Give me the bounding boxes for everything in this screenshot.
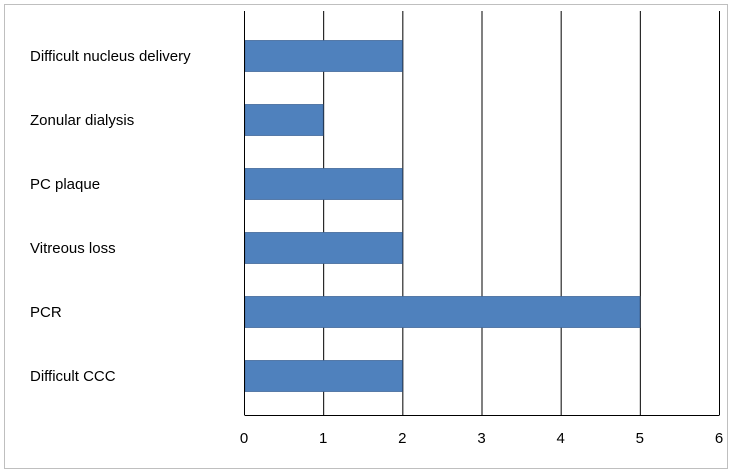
category-label-5: Difficult CCC <box>30 368 116 385</box>
bar-2 <box>244 168 403 200</box>
tick-labels: 0 1 2 3 4 5 6 <box>240 430 723 447</box>
x-tick-label-6: 6 <box>715 430 723 447</box>
bars <box>244 40 641 392</box>
gridlines <box>323 11 720 415</box>
bar-chart: Difficult nucleus delivery Zonular dialys… <box>30 11 723 447</box>
x-tick-label-2: 2 <box>398 430 406 447</box>
bar-0 <box>244 40 403 72</box>
bar-3 <box>244 232 403 264</box>
bar-5 <box>244 360 403 392</box>
bar-1 <box>244 104 324 136</box>
bar-4 <box>244 296 641 328</box>
x-tick-label-1: 1 <box>319 430 327 447</box>
x-tick-label-3: 3 <box>477 430 485 447</box>
axes <box>244 11 720 416</box>
category-label-2: PC plaque <box>30 176 100 193</box>
x-tick-label-5: 5 <box>636 430 644 447</box>
x-tick-label-4: 4 <box>556 430 564 447</box>
category-label-4: PCR <box>30 304 62 321</box>
category-label-0: Difficult nucleus delivery <box>30 48 191 65</box>
category-label-1: Zonular dialysis <box>30 112 134 129</box>
category-labels: Difficult nucleus delivery Zonular dialys… <box>30 48 191 385</box>
chart-frame: Difficult nucleus delivery Zonular dialys… <box>4 4 728 469</box>
x-tick-label-0: 0 <box>240 430 248 447</box>
category-label-3: Vitreous loss <box>30 240 116 257</box>
